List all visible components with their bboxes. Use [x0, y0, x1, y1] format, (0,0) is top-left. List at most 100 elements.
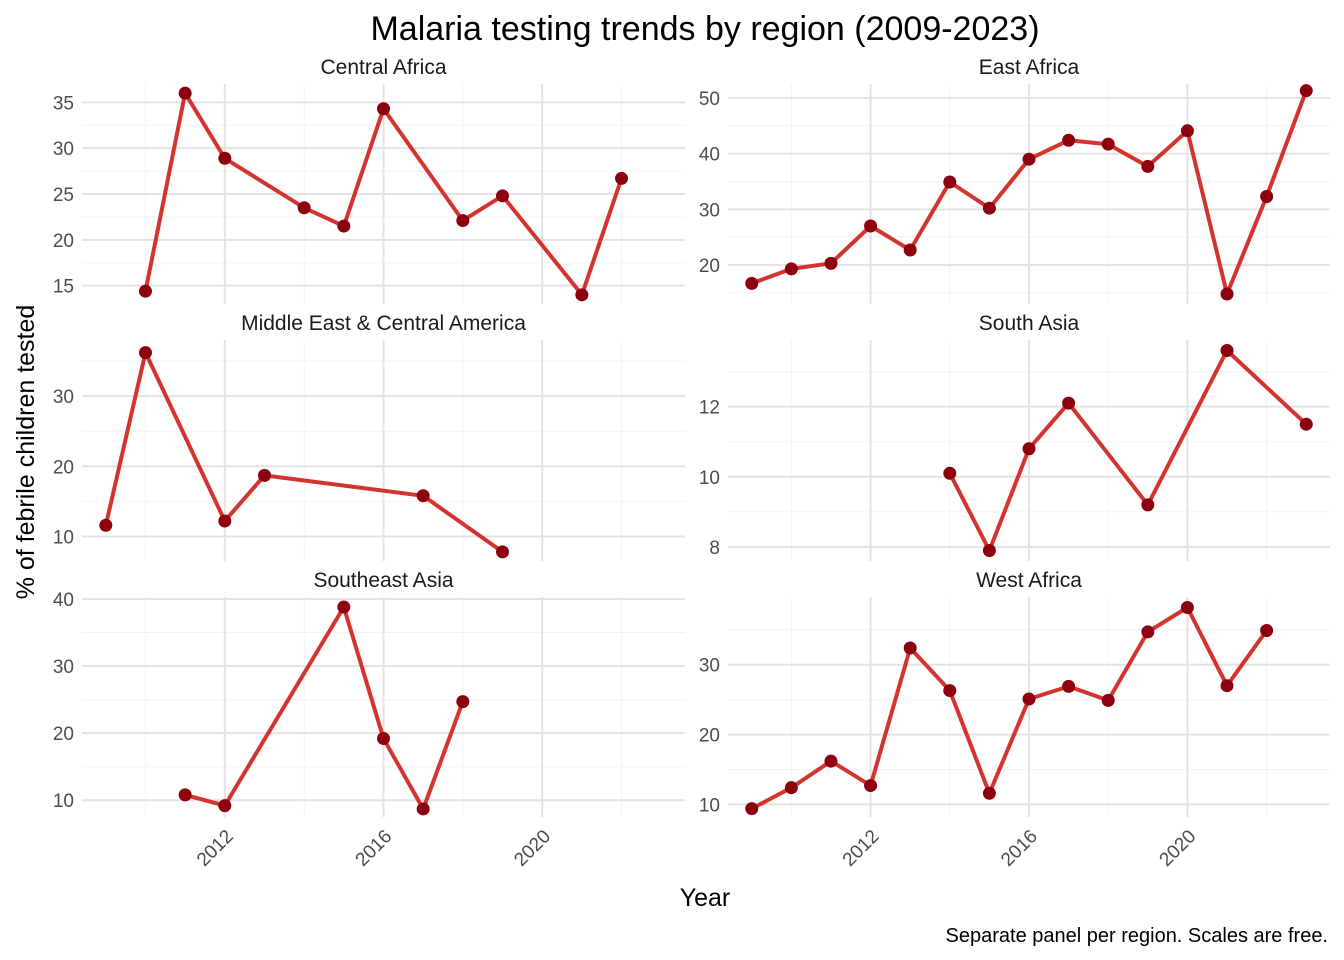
data-point	[218, 799, 232, 813]
data-point	[615, 171, 629, 185]
series-line	[143, 91, 624, 297]
y-tick-label: 20	[699, 726, 720, 747]
data-point	[178, 788, 192, 802]
panels: 15 20 25 30 35 Central Africa 20 30 40 50 East Afr…	[53, 56, 1330, 817]
data-point	[903, 243, 917, 257]
data-point	[1062, 679, 1076, 693]
data-point	[1101, 693, 1115, 707]
data-point	[1062, 396, 1076, 410]
data-point	[745, 802, 759, 816]
chart-title: Malaria testing trends by region (2009-2…	[370, 10, 1039, 48]
data-point	[903, 641, 917, 655]
data-point	[864, 779, 878, 793]
data-point	[456, 695, 470, 709]
y-tick-label: 25	[53, 185, 74, 206]
data-point	[745, 276, 759, 290]
x-tick-label: 2012	[193, 826, 238, 871]
data-point	[257, 468, 271, 482]
y-tick-label: 30	[53, 387, 74, 408]
data-point	[1022, 692, 1036, 706]
y-tick-label: 10	[53, 527, 74, 548]
data-point	[456, 214, 470, 228]
x-tick-label: 2016	[352, 826, 397, 871]
series-line	[749, 605, 1269, 811]
panel-middle-east-and-central-america: 10 20 30 Middle East & Central America	[53, 312, 685, 561]
y-tick-label: 20	[53, 231, 74, 252]
panel-east-africa: 20 30 40 50 East Africa	[699, 56, 1330, 304]
data-point	[416, 489, 430, 503]
y-tick-label: 12	[699, 398, 720, 419]
data-point	[824, 754, 838, 768]
data-point	[218, 514, 232, 528]
data-point	[1180, 124, 1194, 138]
data-point	[943, 466, 957, 480]
x-tick-label: 2016	[997, 826, 1042, 871]
chart-caption: Separate panel per region. Scales are fr…	[946, 925, 1328, 947]
data-point	[1220, 679, 1234, 693]
data-point	[1220, 344, 1234, 358]
data-point	[943, 175, 957, 189]
data-point	[178, 86, 192, 100]
y-tick-label: 20	[699, 256, 720, 277]
data-point	[982, 201, 996, 215]
panel-strip-label: East Africa	[979, 56, 1080, 79]
panel-central-africa: 15 20 25 30 35 Central Africa	[53, 56, 685, 304]
data-point	[337, 219, 351, 233]
y-tick-label: 30	[53, 139, 74, 160]
panel-southeast-asia: 10 20 30 40 Southeast Asia	[53, 569, 685, 817]
data-point	[575, 288, 589, 302]
x-tick-label: 2012	[839, 826, 884, 871]
y-tick-label: 10	[699, 468, 720, 489]
panel-west-africa: 10 20 30 West Africa	[699, 569, 1330, 817]
data-point	[1220, 287, 1234, 301]
panel-strip-label: Middle East & Central America	[241, 312, 526, 335]
data-point	[1141, 625, 1155, 639]
y-tick-label: 40	[53, 590, 74, 611]
panel-strip-label: South Asia	[979, 312, 1080, 335]
data-point	[297, 201, 311, 215]
data-point	[496, 189, 510, 203]
data-point	[1260, 624, 1274, 638]
series-line	[103, 350, 505, 554]
y-tick-label: 20	[53, 457, 74, 478]
data-point	[377, 102, 390, 116]
y-tick-label: 20	[53, 724, 74, 745]
data-point	[1180, 600, 1194, 614]
y-tick-label: 15	[53, 277, 74, 298]
data-point	[824, 256, 838, 270]
y-tick-label: 40	[699, 145, 720, 166]
y-axis-title: % of febrile children tested	[12, 305, 40, 600]
x-tick-label: 2020	[510, 826, 555, 871]
data-point	[864, 219, 878, 233]
data-point	[1299, 417, 1313, 431]
data-point	[1062, 133, 1076, 147]
data-point	[416, 802, 430, 816]
data-point	[1260, 190, 1274, 204]
data-point	[1299, 84, 1313, 98]
data-point	[1141, 498, 1155, 512]
panel-strip-label: Central Africa	[320, 56, 446, 79]
data-point	[138, 346, 152, 360]
data-point	[377, 732, 390, 746]
data-point	[784, 781, 798, 795]
data-point	[943, 684, 957, 698]
data-point	[982, 543, 996, 557]
data-point	[138, 284, 152, 298]
series-line	[947, 348, 1309, 553]
y-tick-label: 50	[699, 89, 720, 110]
data-point	[784, 262, 798, 276]
data-point	[1022, 442, 1036, 456]
x-tick-label: 2020	[1156, 826, 1201, 871]
y-tick-label: 35	[53, 93, 74, 114]
data-point	[99, 518, 113, 532]
y-tick-label: 10	[699, 795, 720, 816]
data-point	[496, 545, 510, 559]
data-point	[337, 600, 351, 614]
y-tick-label: 30	[53, 657, 74, 678]
panel-strip-label: West Africa	[976, 569, 1082, 592]
y-tick-label: 30	[699, 200, 720, 221]
panel-south-asia: 8 10 12 South Asia	[699, 312, 1330, 561]
series-line	[183, 605, 465, 811]
y-tick-label: 30	[699, 656, 720, 677]
